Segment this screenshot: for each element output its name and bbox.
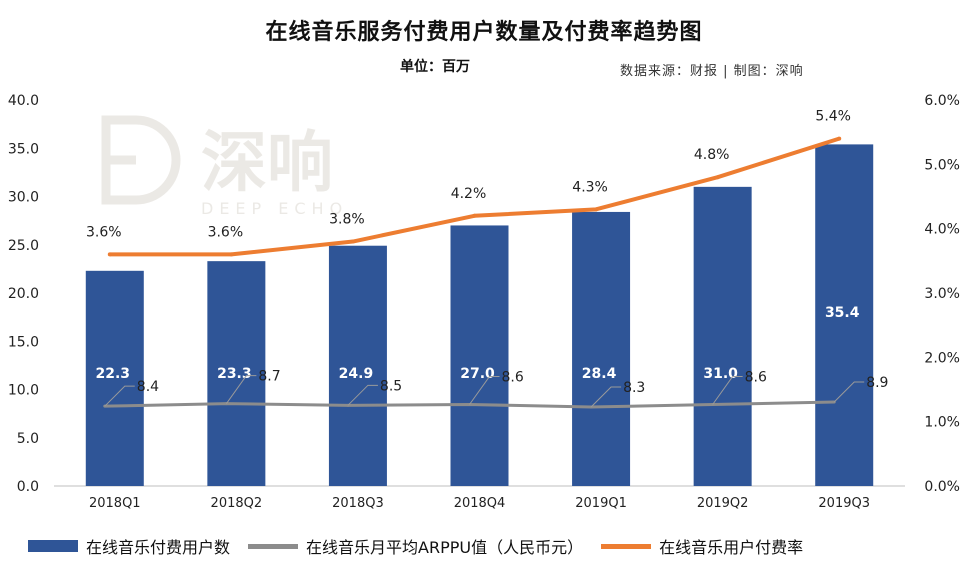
y-tick-label: 40.0 xyxy=(8,93,39,109)
point-rate xyxy=(594,207,599,212)
arppu-value-label: 8.9 xyxy=(866,375,888,391)
bar-value-label: 27.0 xyxy=(460,366,495,382)
x-tick-label: 2019Q2 xyxy=(697,496,749,511)
arppu-value-label: 8.7 xyxy=(258,369,280,385)
rate-value-label: 3.6% xyxy=(86,224,122,240)
y-tick-label: 10.0 xyxy=(8,383,39,399)
bar xyxy=(328,245,387,486)
rate-value-label: 4.3% xyxy=(572,179,608,195)
y-tick-label: 25.0 xyxy=(8,238,39,254)
unit-label: 单位：百万 xyxy=(400,59,470,75)
y-tick-label: 5.0 xyxy=(17,431,39,447)
rate-value-label: 4.8% xyxy=(694,147,730,163)
leader-line-arppu xyxy=(104,385,135,407)
legend-swatch-arppu xyxy=(248,543,299,549)
y2-tick-label: 1.0% xyxy=(924,415,960,431)
leader-line-arppu xyxy=(590,386,622,408)
y-tick-label: 35.0 xyxy=(8,141,39,157)
leader-line-arppu xyxy=(225,375,257,404)
arppu-value-label: 8.5 xyxy=(380,378,402,394)
y2-tick-label: 5.0% xyxy=(924,157,960,173)
legend-item-arppu: 在线音乐月平均ARPPU值（人民币元） xyxy=(248,534,583,558)
legend-label-rate: 在线音乐用户付费率 xyxy=(659,538,804,557)
point-rate xyxy=(472,213,477,218)
leader-line-arppu xyxy=(712,376,743,405)
arppu-value-label: 8.6 xyxy=(502,370,524,386)
y2-tick-label: 4.0% xyxy=(924,222,960,238)
bar xyxy=(572,211,631,486)
bar-value-label: 24.9 xyxy=(339,366,374,382)
bar xyxy=(207,261,266,486)
y2-tick-label: 0.0% xyxy=(924,479,960,495)
leader-line-arppu xyxy=(833,381,865,403)
x-tick-label: 2018Q2 xyxy=(211,496,263,511)
chart-title: 在线音乐服务付费用户数量及付费率趋势图 xyxy=(265,20,703,45)
bar-value-label: 23.3 xyxy=(217,366,252,382)
rate-value-label: 3.6% xyxy=(208,224,244,240)
point-rate xyxy=(107,252,112,257)
x-tick-label: 2019Q1 xyxy=(575,496,627,511)
legend-swatch-rate xyxy=(601,543,652,549)
legend-item-bar: 在线音乐付费用户数 xyxy=(28,534,230,558)
rate-value-label: 3.8% xyxy=(329,212,365,228)
y-tick-label: 15.0 xyxy=(8,334,39,350)
bar-value-label: 22.3 xyxy=(96,366,131,382)
point-rate xyxy=(715,175,720,180)
arppu-value-label: 8.4 xyxy=(137,379,159,395)
x-tick-label: 2019Q3 xyxy=(818,496,870,511)
x-tick-label: 2018Q1 xyxy=(89,496,141,511)
point-rate xyxy=(229,252,234,257)
y-tick-label: 30.0 xyxy=(8,190,39,206)
legend-label-bar: 在线音乐付费用户数 xyxy=(86,538,231,557)
source-label: 数据来源：财报 | 制图：深响 xyxy=(620,64,804,79)
bar-value-label: 31.0 xyxy=(703,366,738,382)
arppu-value-label: 8.6 xyxy=(745,370,767,386)
rate-value-label: 4.2% xyxy=(451,186,487,202)
point-rate xyxy=(350,239,355,244)
legend-item-rate: 在线音乐用户付费率 xyxy=(601,534,803,558)
point-rate xyxy=(837,136,842,141)
y2-tick-label: 3.0% xyxy=(924,286,960,302)
legend: 在线音乐付费用户数 在线音乐月平均ARPPU值（人民币元） 在线音乐用户付费率 xyxy=(28,534,821,558)
bar xyxy=(815,144,874,486)
rate-value-label: 5.4% xyxy=(815,109,851,125)
legend-swatch-bar xyxy=(28,540,78,552)
y2-tick-label: 6.0% xyxy=(924,93,960,109)
bar xyxy=(85,270,144,486)
leader-line-arppu xyxy=(469,376,500,405)
bar xyxy=(450,225,509,486)
y-tick-label: 0.0 xyxy=(17,479,39,495)
x-tick-label: 2018Q4 xyxy=(454,496,506,511)
bar-value-label: 28.4 xyxy=(582,366,617,382)
arppu-value-label: 8.3 xyxy=(623,380,645,396)
legend-label-arppu: 在线音乐月平均ARPPU值（人民币元） xyxy=(306,538,584,557)
x-tick-label: 2018Q3 xyxy=(332,496,384,511)
bar-value-label: 35.4 xyxy=(825,305,860,321)
y2-tick-label: 2.0% xyxy=(924,350,960,366)
y-tick-label: 20.0 xyxy=(8,286,39,302)
bar xyxy=(693,186,752,486)
leader-line-arppu xyxy=(347,384,378,406)
